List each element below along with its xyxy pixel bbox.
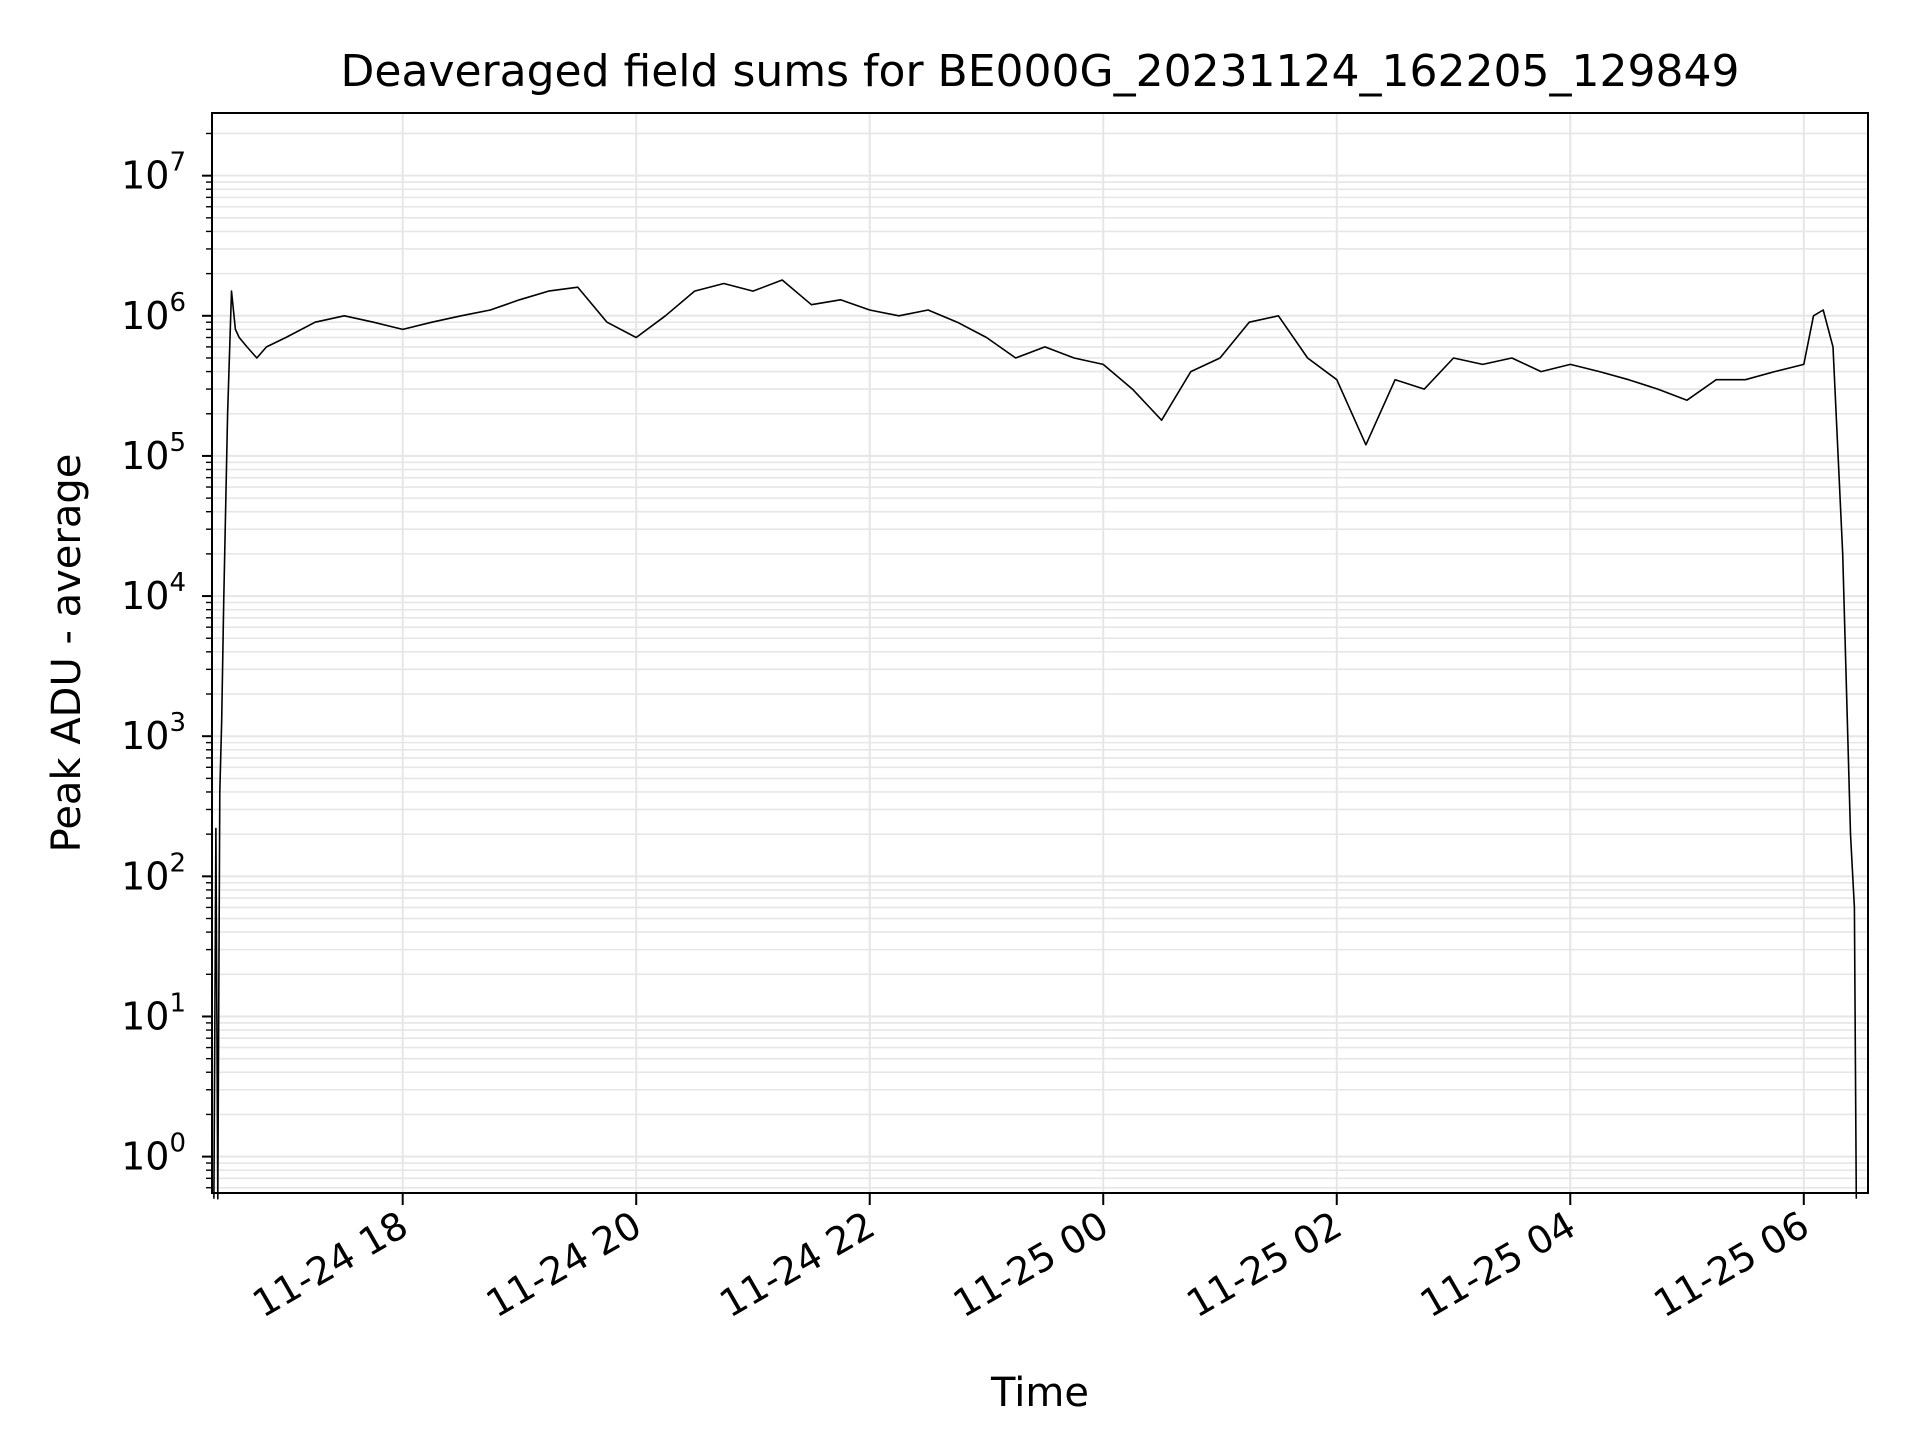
y-tick-exponent: 5 <box>169 428 186 458</box>
y-tick-exponent: 2 <box>169 848 186 878</box>
y-tick-label: 105 <box>121 428 186 478</box>
y-tick-exponent: 1 <box>169 988 186 1018</box>
y-tick-base: 10 <box>121 1135 169 1179</box>
data-line <box>213 279 1858 1200</box>
y-tick-base: 10 <box>121 294 169 338</box>
y-tick-base: 10 <box>121 994 169 1038</box>
y-tick-exponent: 0 <box>169 1129 186 1159</box>
y-tick-label: 103 <box>121 708 186 758</box>
y-tick-base: 10 <box>121 154 169 198</box>
y-tick-base: 10 <box>121 854 169 898</box>
y-tick-base: 10 <box>121 434 169 478</box>
y-tick-base: 10 <box>121 574 169 618</box>
y-axis-label: Peak ADU - average <box>44 454 90 853</box>
y-tick-label: 107 <box>121 148 186 198</box>
y-tick-exponent: 7 <box>169 148 186 178</box>
y-tick-exponent: 4 <box>169 568 186 598</box>
series-layer <box>213 279 1858 1200</box>
y-tick-base: 10 <box>121 714 169 758</box>
chart-title: Deaveraged field sums for BE000G_2023112… <box>341 46 1740 97</box>
y-tick-label: 106 <box>121 288 186 338</box>
plot-frame <box>211 112 1869 1194</box>
y-tick-label: 100 <box>121 1129 186 1179</box>
x-axis-label: Time <box>990 1370 1089 1416</box>
grid-layer <box>212 113 1868 1193</box>
y-tick-label: 104 <box>121 568 186 618</box>
y-tick-exponent: 3 <box>169 708 186 738</box>
y-tick-label: 102 <box>121 848 186 898</box>
y-tick-label: 101 <box>121 988 186 1038</box>
y-tick-exponent: 6 <box>169 288 186 318</box>
